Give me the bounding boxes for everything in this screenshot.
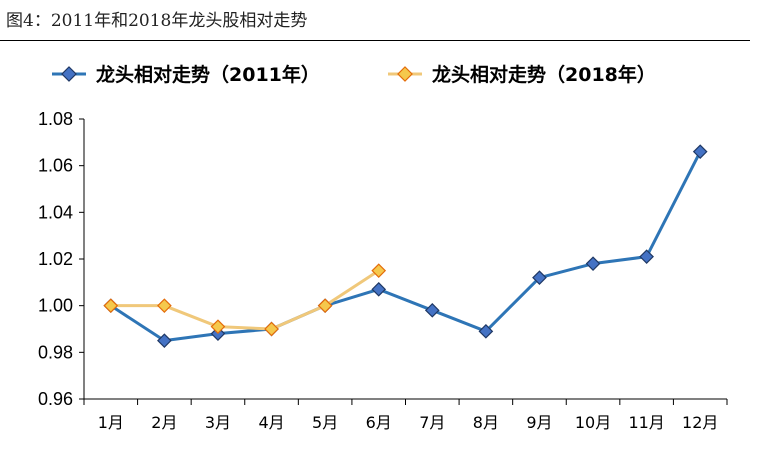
y-tick-label: 1.08	[38, 109, 73, 129]
data-point-marker	[639, 249, 654, 265]
x-tick-label: 11月	[628, 413, 664, 432]
y-tick-label: 1.02	[38, 249, 73, 269]
y-tick-label: 1.04	[38, 202, 73, 222]
chart-series	[103, 144, 708, 349]
legend-marker-2018	[397, 66, 413, 82]
x-tick-label: 7月	[419, 413, 445, 432]
data-point-marker	[424, 302, 440, 318]
x-tick-label: 2月	[151, 413, 177, 432]
series-line	[110, 269, 380, 331]
chart-legend: 龙头相对走势（2011年） 龙头相对走势（2018年）	[52, 63, 656, 86]
x-tick-label: 1月	[98, 413, 124, 432]
x-tick-label: 5月	[312, 413, 338, 432]
legend-item-2011: 龙头相对走势（2011年）	[52, 63, 320, 86]
data-point-marker	[532, 270, 547, 286]
legend-marker-2011	[61, 66, 77, 82]
data-point-marker	[371, 281, 387, 297]
data-point-marker	[210, 319, 226, 335]
legend-label-2018: 龙头相对走势（2018年）	[432, 63, 656, 86]
y-tick-label: 0.96	[38, 389, 73, 409]
x-tick-label: 3月	[205, 413, 231, 432]
x-tick-label: 6月	[366, 413, 392, 432]
figure-title: 图4：2011年和2018年龙头股相对走势	[6, 11, 308, 31]
data-point-marker	[264, 321, 279, 337]
chart-axes: 0.96 0.98 1.00 1.02 1.04 1.06 1.08 1月 2月 3月 4月 5月 6月…	[38, 109, 728, 432]
data-point-marker	[103, 298, 119, 314]
data-point-marker	[692, 144, 708, 160]
data-point-marker	[478, 323, 494, 339]
series-line	[109, 150, 702, 343]
data-point-marker	[317, 298, 333, 314]
data-point-marker	[585, 256, 601, 272]
data-point-marker	[157, 333, 172, 349]
series-1	[103, 263, 387, 337]
x-tick-label: 9月	[526, 413, 552, 432]
x-tick-label: 4月	[258, 413, 284, 432]
title-divider	[0, 40, 750, 41]
x-tick-label: 8月	[473, 413, 499, 432]
legend-item-2018: 龙头相对走势（2018年）	[388, 63, 656, 86]
y-tick-label: 1.06	[38, 156, 73, 176]
legend-label-2011: 龙头相对走势（2011年）	[96, 63, 320, 86]
x-tick-label: 10月	[575, 413, 611, 432]
data-point-marker	[371, 263, 387, 279]
y-tick-label: 1.00	[38, 296, 73, 316]
y-tick-label: 0.98	[38, 342, 73, 362]
x-tick-label: 12月	[682, 413, 718, 432]
data-point-marker	[157, 298, 172, 314]
